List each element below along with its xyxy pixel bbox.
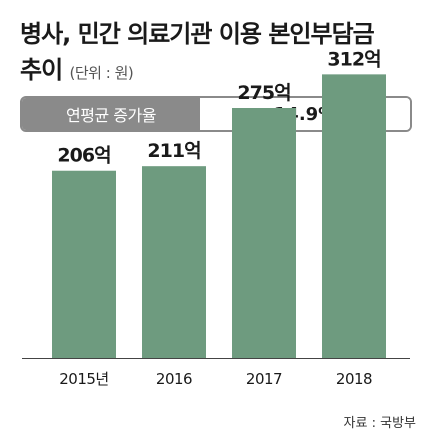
bar-1	[142, 166, 206, 358]
growth-rate-label: 연평균 증가율	[22, 98, 200, 130]
chart-title: 병사, 민간 의료기관 이용 본인부담금 추이 (단위 : 원)	[20, 16, 420, 91]
bar-0	[52, 170, 116, 358]
bar-3	[322, 74, 386, 358]
unit-label: (단위 : 원)	[69, 64, 134, 82]
value-label-2: 275억	[237, 82, 290, 104]
x-tick-label-2: 2017	[246, 370, 282, 388]
value-label-0: 206억	[57, 145, 110, 167]
bar-2	[232, 108, 296, 358]
title-line-2: 추이	[20, 56, 63, 84]
x-tick-label-1: 2016	[156, 370, 192, 388]
title-line-1: 병사, 민간 의료기관 이용 본인부담금	[20, 20, 375, 48]
source-note: 자료 : 국방부	[343, 416, 416, 431]
x-tick-label-0: 2015년	[59, 370, 108, 388]
x-tick-label-3: 2018	[336, 370, 372, 388]
value-label-1: 211억	[147, 140, 200, 162]
value-label-3: 312억	[327, 48, 380, 70]
